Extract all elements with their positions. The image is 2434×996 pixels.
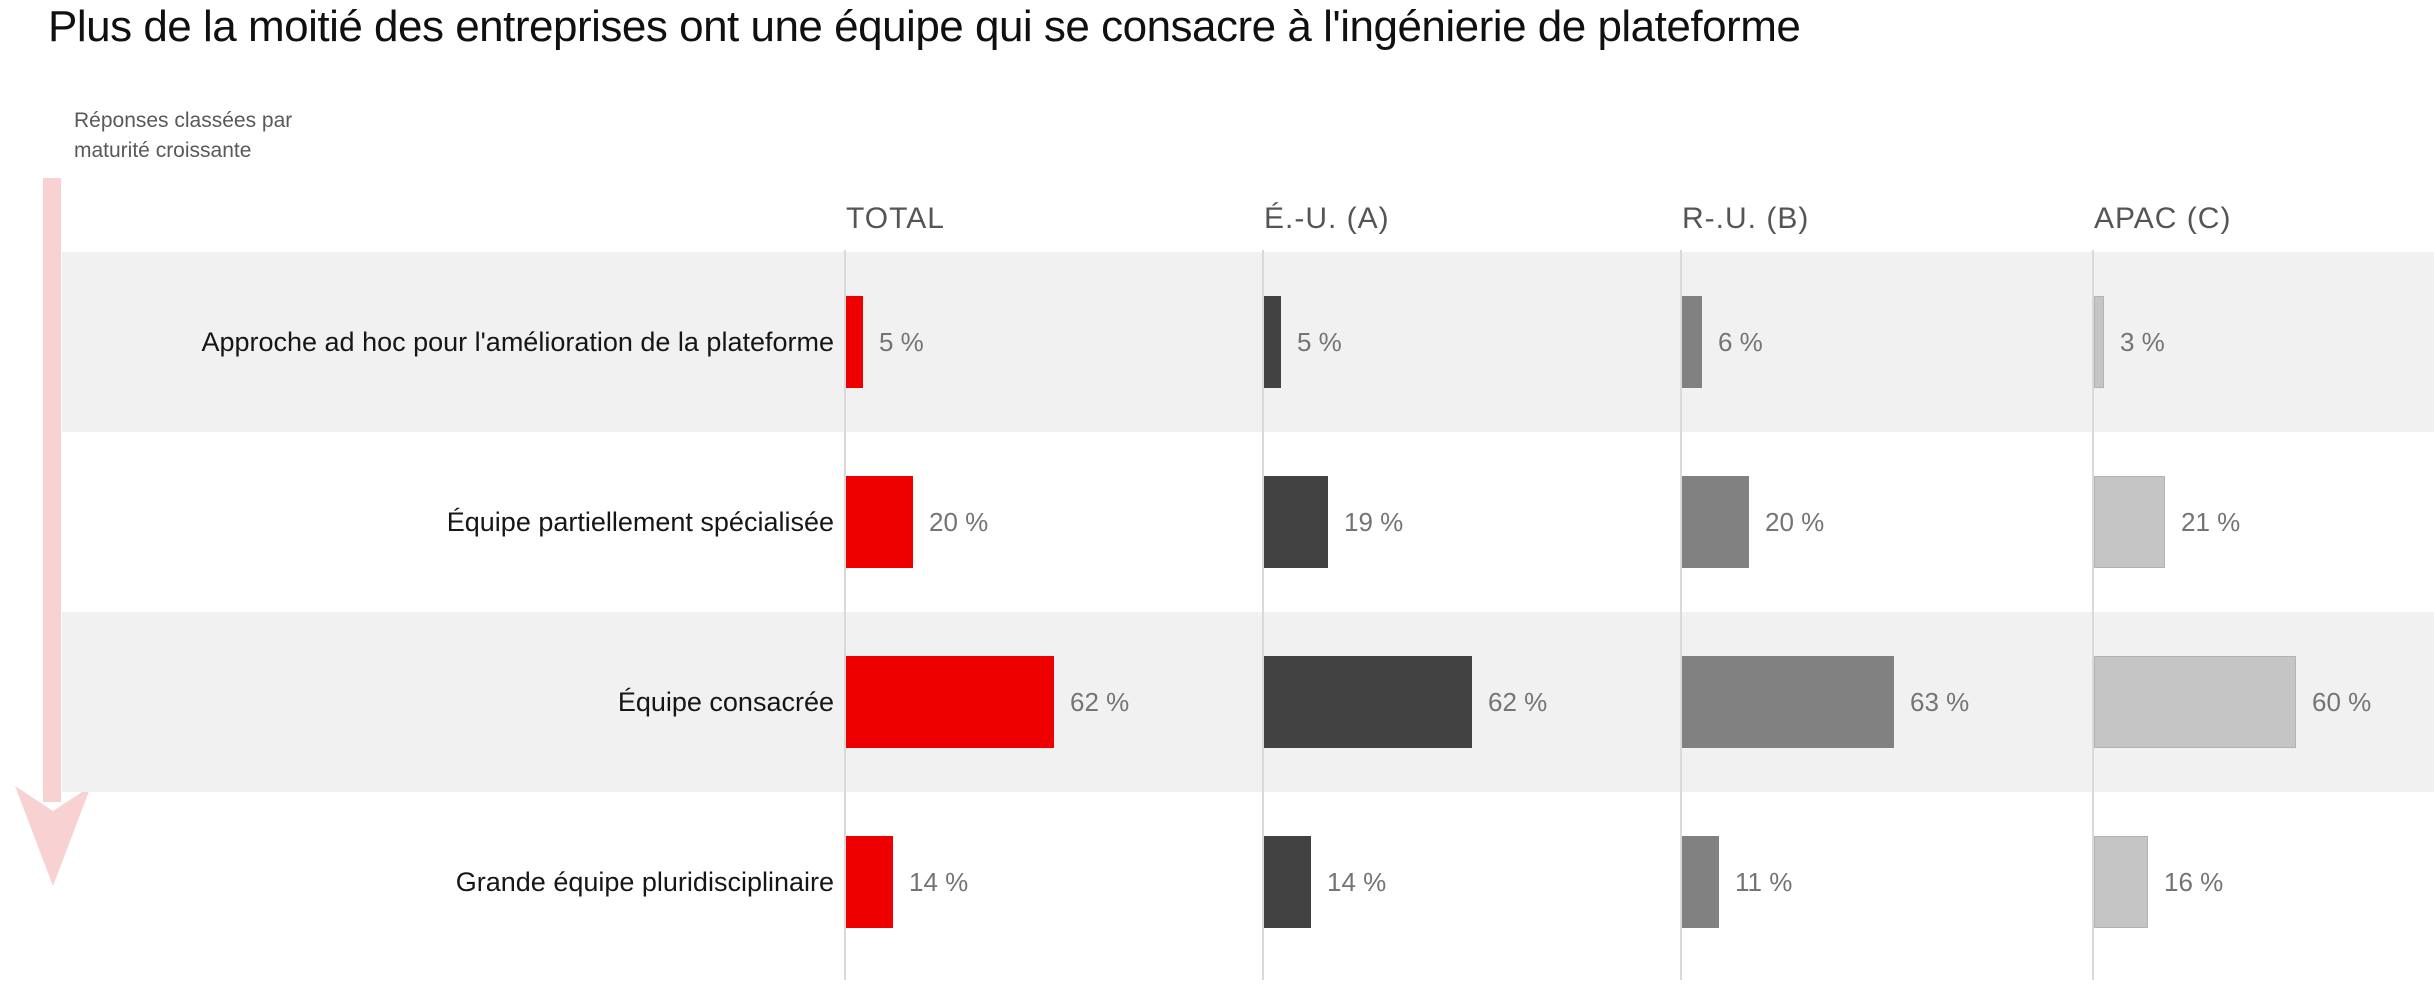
bar: [2094, 836, 2148, 928]
value-label: 16 %: [2164, 866, 2224, 897]
value-label: 5 %: [1297, 326, 1342, 357]
value-label: 3 %: [2120, 326, 2165, 357]
bar: [1264, 296, 1281, 388]
bar: [1682, 296, 1702, 388]
value-label: 63 %: [1910, 686, 1970, 717]
column-header: APAC (C): [2094, 202, 2232, 235]
category-label: Équipe consacrée: [617, 686, 834, 717]
bar: [1682, 836, 1719, 928]
value-label: 21 %: [2181, 506, 2241, 537]
maturity-annotation: Réponses classées par maturité croissant…: [74, 106, 292, 167]
category-label: Approche ad hoc pour l'amélioration de l…: [201, 326, 834, 357]
arrow-shaft: [43, 178, 61, 802]
bar: [2094, 296, 2104, 388]
bar: [846, 476, 913, 568]
value-label: 11 %: [1735, 866, 1793, 897]
column-header: R-.U. (B): [1682, 202, 1810, 235]
bar: [1682, 476, 1749, 568]
category-label: Grande équipe pluridisciplinaire: [455, 866, 834, 897]
maturity-annotation-line1: Réponses classées par: [74, 109, 293, 132]
value-label: 20 %: [929, 506, 989, 537]
maturity-annotation-line2: maturité croissante: [74, 139, 252, 163]
value-label: 20 %: [1765, 506, 1825, 537]
column-baseline: [1262, 250, 1264, 980]
value-label: 14 %: [1327, 866, 1387, 897]
arrow-head: [15, 786, 91, 886]
column-baseline: [844, 250, 846, 980]
column-baseline: [2092, 250, 2094, 980]
bar: [1264, 656, 1472, 748]
value-label: 62 %: [1070, 686, 1130, 717]
bar: [846, 656, 1054, 748]
value-label: 19 %: [1344, 506, 1404, 537]
column-baseline: [1680, 250, 1682, 980]
value-label: 62 %: [1488, 686, 1548, 717]
bar: [1264, 476, 1328, 568]
row-band: [62, 252, 2434, 432]
bar: [846, 296, 863, 388]
column-header: É.-U. (A): [1264, 202, 1390, 235]
value-label: 5 %: [879, 326, 924, 357]
value-label: 60 %: [2312, 686, 2372, 717]
bar: [2094, 656, 2296, 748]
row-band: [62, 612, 2434, 792]
value-label: 14 %: [909, 866, 969, 897]
bar: [1682, 656, 1894, 748]
bar: [1264, 836, 1311, 928]
column-header: TOTAL: [846, 202, 945, 235]
bar: [846, 836, 893, 928]
category-label: Équipe partiellement spécialisée: [446, 506, 834, 537]
value-label: 6 %: [1718, 326, 1763, 357]
bar: [2094, 476, 2165, 568]
chart-title: Plus de la moitié des entreprises ont un…: [48, 2, 1801, 51]
